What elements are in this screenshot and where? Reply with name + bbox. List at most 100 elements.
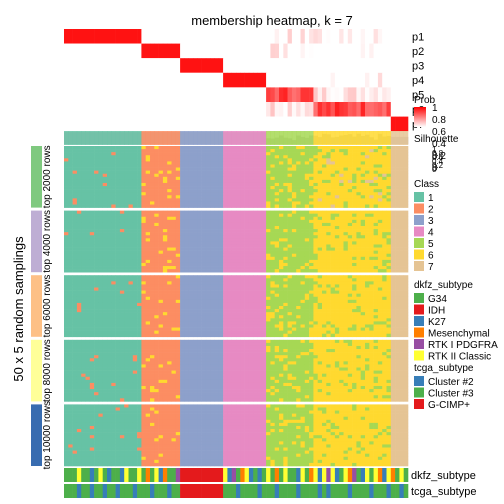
sampling-cell [188, 296, 194, 301]
membership-cell [395, 116, 400, 132]
sampling-cell [248, 306, 254, 310]
sampling-cell [158, 281, 164, 285]
sampling-cell [399, 302, 404, 307]
sampling-cell [188, 275, 194, 279]
sampling-cell [214, 216, 220, 221]
sampling-cell [300, 302, 306, 307]
sampling-cell [343, 152, 349, 156]
sampling-cell [257, 219, 263, 224]
sampling-cell [64, 309, 69, 313]
sampling-cell [296, 210, 301, 214]
sampling-cell [72, 216, 78, 221]
sampling-cell [283, 247, 288, 251]
sampling-cell [382, 182, 387, 187]
sampling-cell [171, 226, 177, 230]
sampling-cell [145, 275, 151, 279]
sampling-cell [347, 262, 353, 267]
sampling-cell [322, 226, 327, 230]
sampling-cell [313, 296, 318, 301]
sampling-cell [68, 284, 73, 288]
sampling-cell [236, 158, 241, 162]
sampling-cell [158, 198, 164, 202]
sampling-cell [119, 293, 125, 298]
sampling-cell [395, 219, 400, 224]
sampling-cell [124, 229, 129, 233]
sampling-cell [119, 302, 125, 307]
sampling-cell [98, 238, 103, 242]
sampling-cell [214, 244, 220, 248]
sampling-cell [257, 179, 263, 184]
sampling-cell [115, 146, 121, 150]
sampling-cell [201, 210, 207, 214]
sampling-cell [102, 315, 108, 319]
sampling-cell [266, 302, 271, 307]
sampling-cell [330, 179, 336, 184]
sampling-cell [373, 238, 379, 242]
sampling-cell [395, 259, 400, 264]
sampling-cell [81, 189, 86, 193]
sampling-cell [115, 219, 121, 224]
sampling-cell [347, 312, 353, 316]
sampling-cell [313, 219, 318, 224]
sampling-cell [403, 198, 409, 202]
sampling-cell [171, 204, 177, 208]
membership-cell [68, 72, 73, 88]
sampling-cell [193, 296, 198, 301]
sampling-cell [218, 146, 224, 150]
sampling-cell [382, 195, 387, 199]
sampling-cell [274, 241, 280, 245]
sampling-cell [141, 253, 146, 258]
sampling-cell [313, 256, 318, 261]
sampling-cell [356, 189, 361, 193]
sampling-cell [197, 167, 202, 171]
sampling-cell [386, 158, 392, 162]
sampling-cell [369, 235, 374, 239]
sampling-cell [300, 244, 306, 248]
sampling-cell [296, 232, 301, 236]
class-cell [274, 131, 280, 145]
sampling-cell [223, 204, 228, 208]
membership-cell [244, 29, 250, 44]
sampling-cell [334, 226, 340, 230]
sampling-cell [167, 189, 172, 193]
sampling-cell [180, 170, 185, 175]
sampling-cell [94, 201, 99, 205]
sampling-cell [137, 309, 142, 313]
sampling-cell [347, 259, 353, 264]
sampling-cell [214, 219, 220, 224]
sampling-cell [257, 262, 263, 267]
sampling-cell [382, 210, 387, 214]
sampling-cell [395, 192, 400, 196]
sampling-cell [390, 210, 396, 214]
sampling-cell [184, 173, 189, 178]
sampling-cell [300, 222, 306, 227]
sampling-cell [231, 164, 237, 168]
sampling-cell [261, 238, 267, 242]
sampling-cell [64, 262, 69, 267]
sampling-cell [386, 306, 392, 310]
sampling-cell [64, 302, 69, 307]
sampling-cell [279, 299, 284, 304]
sampling-cell [365, 186, 370, 190]
sampling-cell [236, 189, 241, 193]
sampling-cell [137, 299, 142, 304]
sampling-cell [111, 158, 116, 162]
membership-cell [68, 102, 73, 117]
sampling-cell [102, 259, 108, 264]
sampling-cell [137, 247, 142, 251]
sampling-cell [365, 173, 370, 178]
sampling-cell [184, 219, 189, 224]
sampling-cell [141, 247, 146, 251]
sampling-cell [210, 204, 215, 208]
sampling-cell [231, 189, 237, 193]
sampling-cell [330, 253, 336, 258]
sampling-cell [386, 164, 392, 168]
sampling-cell [201, 281, 207, 285]
sampling-cell [253, 259, 258, 264]
sampling-cell [360, 235, 366, 239]
sampling-cell [300, 179, 306, 184]
sampling-cell [330, 309, 336, 313]
sampling-cell [227, 173, 232, 178]
sampling-cell [154, 287, 159, 291]
sampling-cell [373, 244, 379, 248]
